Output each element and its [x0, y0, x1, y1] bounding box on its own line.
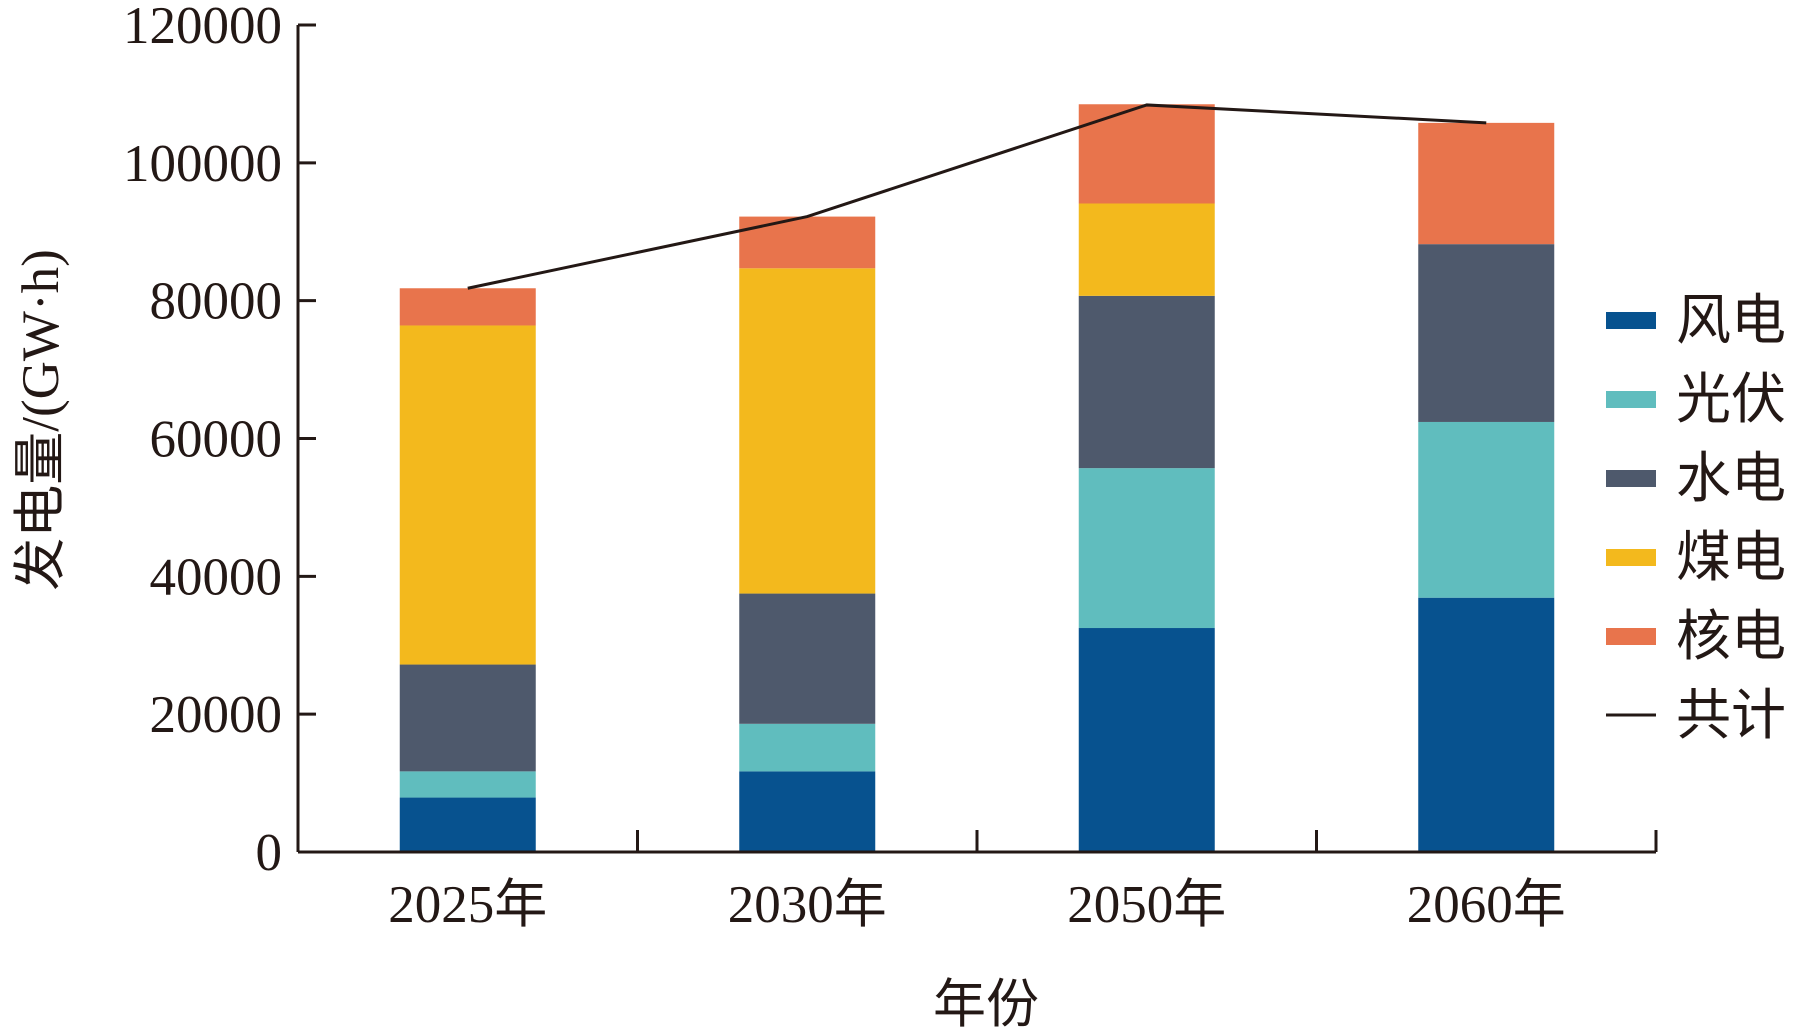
legend-label: 核电 — [1676, 606, 1786, 667]
legend-label: 共计 — [1676, 685, 1786, 746]
bar-segment-核电 — [399, 288, 536, 326]
bar-segment-风电 — [1078, 628, 1215, 852]
x-tick-label: 2025年 — [388, 876, 547, 934]
y-tick-label: 0 — [256, 824, 283, 882]
bar-segment-煤电 — [1078, 203, 1215, 296]
y-tick-label: 120000 — [123, 0, 282, 55]
bar-segment-风电 — [399, 797, 536, 852]
bar-segment-光伏 — [1418, 421, 1555, 598]
bar-segment-光伏 — [399, 771, 536, 798]
bar-segment-水电 — [399, 664, 536, 772]
total-line — [467, 103, 1487, 290]
legend-swatch — [1606, 470, 1656, 487]
legend-label: 光伏 — [1676, 369, 1786, 430]
y-axis-label: 发电量/(GW·h) — [12, 249, 70, 590]
y-tick-label: 80000 — [150, 273, 283, 331]
bar-segment-风电 — [739, 771, 876, 852]
legend-swatch — [1606, 391, 1656, 408]
legend-swatch — [1606, 628, 1656, 645]
y-tick-label: 20000 — [150, 686, 283, 744]
bar-segment-光伏 — [1078, 468, 1215, 629]
bar-segment-水电 — [1418, 244, 1555, 422]
bar-segment-核电 — [1418, 122, 1555, 245]
x-tick-label: 2030年 — [728, 876, 887, 934]
x-axis-label: 年份 — [933, 976, 1039, 1034]
y-tick-label: 100000 — [123, 135, 282, 193]
x-tick-label: 2050年 — [1067, 876, 1226, 934]
bar-segment-煤电 — [399, 325, 536, 665]
legend-label: 水电 — [1676, 448, 1786, 509]
bar-segment-煤电 — [739, 268, 876, 594]
bar-segment-核电 — [739, 216, 876, 269]
y-tick-label: 40000 — [150, 548, 283, 606]
legend-label: 煤电 — [1676, 527, 1786, 588]
legend-swatch — [1606, 549, 1656, 566]
x-tick-label: 2060年 — [1407, 876, 1566, 934]
bar-segment-光伏 — [739, 723, 876, 772]
y-tick-label: 60000 — [150, 411, 283, 469]
bar-segment-水电 — [1078, 295, 1215, 469]
legend-swatch — [1606, 312, 1656, 329]
legend-label: 风电 — [1676, 290, 1786, 351]
bar-segment-风电 — [1418, 597, 1555, 852]
bar-segment-水电 — [739, 593, 876, 724]
